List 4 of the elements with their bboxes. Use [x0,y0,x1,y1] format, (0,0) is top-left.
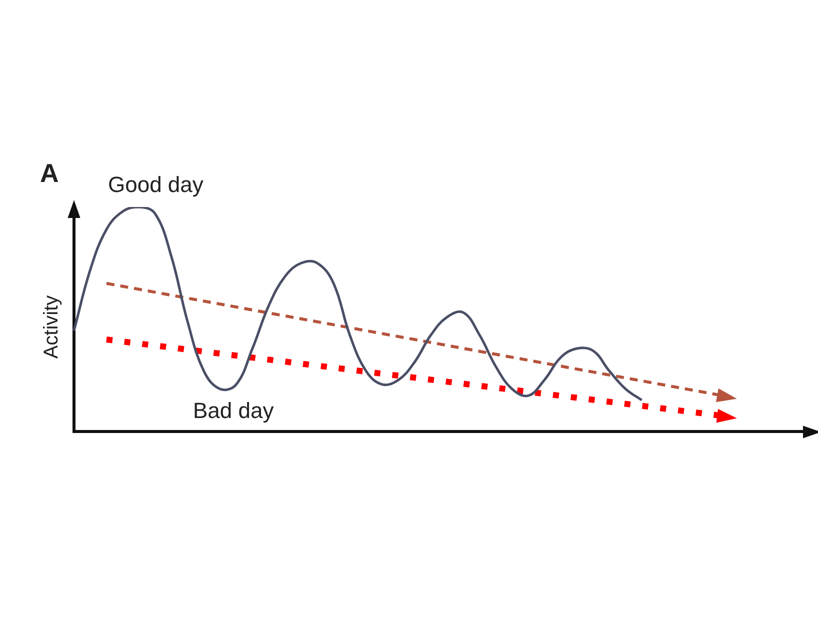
text: Good day [108,172,204,198]
text: A [40,158,59,189]
y-axis-title: Activity [40,295,64,359]
annotation: Bad day [193,398,274,424]
